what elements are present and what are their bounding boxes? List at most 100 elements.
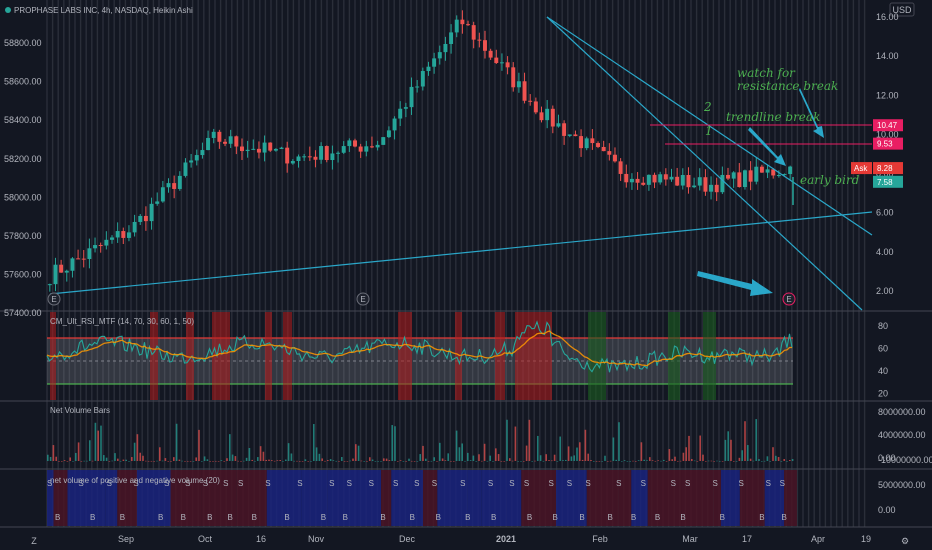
posneg-background <box>618 470 632 526</box>
net-volume-bar <box>744 421 746 461</box>
net-volume-bar <box>433 457 435 461</box>
posneg-background <box>84 470 106 526</box>
net-volume-bar <box>245 457 248 461</box>
candle-body <box>533 101 538 113</box>
settings-gear-icon[interactable]: ⚙ <box>901 536 909 546</box>
candle-body <box>703 177 708 192</box>
buy-marker: B <box>527 513 532 522</box>
time-axis-label: Feb <box>592 534 608 544</box>
net-volume-bar <box>341 457 343 461</box>
candle-body <box>579 136 584 149</box>
candle-body <box>432 58 437 67</box>
arrow-resistance-icon[interactable] <box>799 88 824 138</box>
candle-body <box>115 231 120 238</box>
net-volume-bar <box>161 460 164 462</box>
net-volume-bar <box>539 455 542 461</box>
currency-box[interactable] <box>889 2 915 17</box>
net-volume-bar <box>483 443 486 461</box>
net-volume-bars <box>47 419 794 462</box>
candle-body <box>149 203 154 222</box>
net-volume-bar <box>570 456 573 461</box>
arrow-bottom-icon[interactable] <box>697 271 773 296</box>
candle-body <box>217 131 222 142</box>
arrow-trendline-icon[interactable] <box>748 127 786 166</box>
symbol-title[interactable]: PROPHASE LABS INC, 4h, NASDAQ, Heikin As… <box>14 6 193 15</box>
net-volume-bar <box>425 458 427 461</box>
left-axis-label: 58200.00 <box>4 154 42 164</box>
net-volume-bar <box>231 454 234 461</box>
time-axis-label: 19 <box>861 534 871 544</box>
posneg-background <box>422 470 438 526</box>
net-volume-bar <box>761 460 763 462</box>
candle-body <box>64 270 69 273</box>
net-volume-bar <box>416 461 419 462</box>
buy-marker: B <box>720 513 725 522</box>
annotation-early-bird: early bird <box>800 173 860 187</box>
candle-body <box>759 166 764 173</box>
earnings-marker[interactable]: E <box>782 292 796 306</box>
net-volume-bar <box>195 457 197 461</box>
net-volume-bar <box>189 460 192 462</box>
net-volume-bar <box>402 460 405 462</box>
net-volume-bar <box>542 460 545 462</box>
net-volume-bar <box>111 460 113 462</box>
posneg-background <box>467 470 482 526</box>
candle-body <box>658 174 663 183</box>
net-volume-bar <box>103 455 105 461</box>
net-volume-bar <box>584 429 587 461</box>
sell-marker: S <box>185 479 190 488</box>
candle-body <box>782 174 787 176</box>
zoom-icon[interactable]: Z <box>31 536 37 546</box>
left-axis-label: 58400.00 <box>4 115 42 125</box>
downtrend-line-inner[interactable] <box>546 16 873 236</box>
earnings-marker[interactable]: E <box>47 292 61 306</box>
time-axis-label: Nov <box>308 534 325 544</box>
net-volume-bar <box>660 460 662 462</box>
candle-body <box>522 81 527 101</box>
candle-body <box>194 155 199 161</box>
posneg-title[interactable]: net volume of positive and negative volu… <box>50 476 220 485</box>
posneg-axis[interactable]: -10000000.00 5000000.00 0.00 <box>878 455 932 515</box>
buy-marker: B <box>552 513 557 522</box>
posneg-background <box>327 470 358 526</box>
rsi-pane[interactable] <box>46 312 793 400</box>
rsi-oversold-zone <box>588 312 606 400</box>
sell-marker: S <box>460 479 465 488</box>
candle-body <box>607 151 612 155</box>
candle-body <box>319 146 324 160</box>
candle-body <box>443 43 448 53</box>
candle-body <box>562 123 567 136</box>
annotation-watch: watch for <box>737 66 796 80</box>
earnings-marker[interactable]: E <box>356 292 370 306</box>
net-volume-bar <box>380 461 382 462</box>
sell-marker: S <box>203 479 208 488</box>
candle-body <box>697 177 702 186</box>
support-trendline[interactable] <box>49 211 873 295</box>
buy-marker: B <box>782 513 787 522</box>
candle-body <box>618 161 623 174</box>
posneg-background <box>481 470 507 526</box>
posneg-background <box>739 470 746 526</box>
sell-marker: S <box>238 479 243 488</box>
candle-body <box>771 169 776 176</box>
net-volume-bar <box>674 456 676 461</box>
time-axis[interactable]: Sep Oct 16 Nov Dec 2021 Feb Mar 17 Apr 19 <box>118 534 871 544</box>
sell-marker: S <box>509 479 514 488</box>
net-volume-bar <box>49 456 52 461</box>
net-volume-bar <box>366 460 368 462</box>
candle-body <box>381 137 386 145</box>
downtrend-line-outer[interactable] <box>546 16 863 311</box>
rsi-axis[interactable]: 80 60 40 20 <box>878 321 888 399</box>
net-volume-bar <box>128 461 130 462</box>
sell-marker: S <box>223 479 228 488</box>
earnings-label: E <box>786 295 791 304</box>
candle-body <box>528 100 533 102</box>
rsi-title[interactable]: CM_Ult_RSI_MTF (14, 70, 30, 60, 1, 50) <box>50 317 194 326</box>
candle-body <box>754 166 759 182</box>
netvol-axis[interactable]: 8000000.00 4000000.00 0.00 <box>878 407 926 463</box>
net-volume-bar <box>567 446 570 461</box>
left-price-axis[interactable]: 58800.00 58600.00 58400.00 58200.00 58000.00… <box>4 38 42 318</box>
netvol-axis-label: 8000000.00 <box>878 407 926 417</box>
netvol-title[interactable]: Net Volume Bars <box>50 406 110 415</box>
